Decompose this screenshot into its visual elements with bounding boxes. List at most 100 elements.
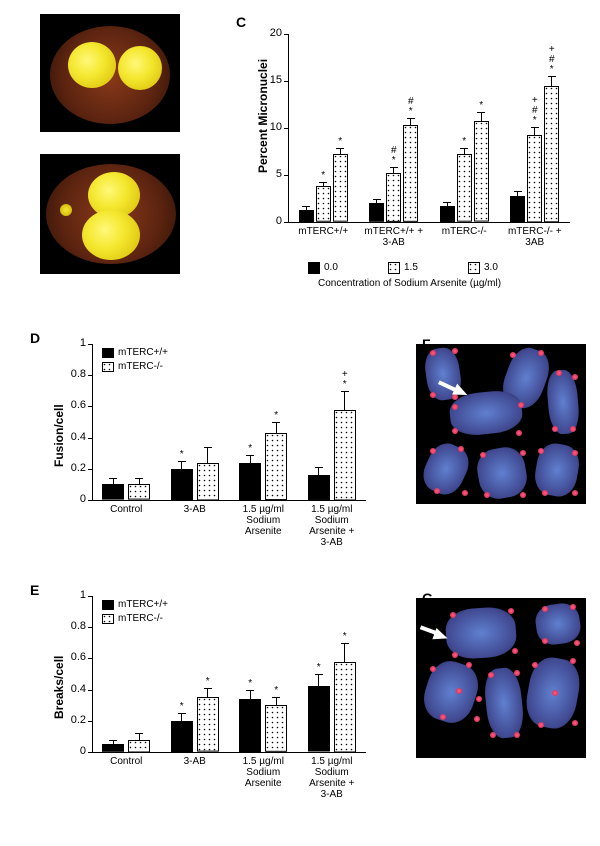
y-tick-label: 0 xyxy=(80,745,86,757)
y-tick-label: 1 xyxy=(80,337,86,349)
significance-symbol: # xyxy=(386,145,401,156)
significance-symbol: * xyxy=(544,64,559,75)
chart-e: 0 0.2 0.4 0.6 0.8 1 Breaks/cell * * * * * * Control3-… xyxy=(46,582,376,812)
panel-label-c: C xyxy=(236,14,246,30)
y-tick-label: 15 xyxy=(270,74,282,86)
x-group-label: mTERC+/+ +3-AB xyxy=(359,226,430,248)
bar xyxy=(333,154,348,222)
y-tick-label: 0 xyxy=(80,493,86,505)
y-tick-label: 1 xyxy=(80,589,86,601)
significance-symbol: # xyxy=(403,96,418,107)
significance-symbol: # xyxy=(544,54,559,65)
bar xyxy=(128,484,150,500)
legend-label: mTERC-/- xyxy=(118,361,163,372)
bar xyxy=(171,469,193,500)
bar xyxy=(308,475,330,500)
panel-f-image xyxy=(416,344,586,504)
y-axis-title: Breaks/cell xyxy=(52,656,66,719)
y-tick-label: 20 xyxy=(270,27,282,39)
x-group-label: mTERC-/- +3AB xyxy=(500,226,571,248)
x-group-label: 1.5 µg/mlSodiumArsenite xyxy=(229,756,298,789)
significance-symbol: * xyxy=(265,685,287,696)
legend-label: 3.0 xyxy=(484,262,498,273)
y-tick-label: 0.6 xyxy=(71,399,86,411)
bar xyxy=(128,740,150,752)
bar xyxy=(102,744,124,752)
bar xyxy=(527,135,542,222)
bar xyxy=(265,705,287,752)
x-group-label: Control xyxy=(92,756,161,767)
bar xyxy=(386,173,401,222)
bar xyxy=(197,697,219,752)
y-tick-label: 0.6 xyxy=(71,651,86,663)
legend-label: mTERC+/+ xyxy=(118,347,168,358)
significance-symbol: * xyxy=(334,379,356,390)
bar xyxy=(265,433,287,500)
y-tick-label: 0.2 xyxy=(71,462,86,474)
significance-symbol: * xyxy=(333,136,348,147)
significance-symbol: + xyxy=(527,95,542,106)
significance-symbol: * xyxy=(239,443,261,454)
significance-symbol: + xyxy=(334,369,356,380)
x-group-label: 3-AB xyxy=(161,756,230,767)
y-tick-label: 5 xyxy=(276,168,282,180)
significance-symbol: * xyxy=(197,676,219,687)
chart-d: 00.20.40.60.81Fusion/cell****+Control3-A… xyxy=(46,330,376,560)
bar xyxy=(316,186,331,222)
bar xyxy=(308,686,330,752)
y-tick-label: 0 xyxy=(276,215,282,227)
y-tick-label: 0.8 xyxy=(71,620,86,632)
legend-label: mTERC-/- xyxy=(118,613,163,624)
significance-symbol: * xyxy=(527,115,542,126)
bar xyxy=(457,154,472,222)
significance-symbol: * xyxy=(308,662,330,673)
y-tick-label: 0.2 xyxy=(71,714,86,726)
significance-symbol: # xyxy=(527,105,542,116)
bar xyxy=(474,121,489,222)
x-group-label: 1.5 µg/mlSodiumArsenite +3-AB xyxy=(298,504,367,548)
x-group-label: mTERC-/- xyxy=(429,226,500,237)
bar xyxy=(102,484,124,500)
significance-symbol: * xyxy=(239,678,261,689)
bar xyxy=(239,699,261,752)
significance-symbol: * xyxy=(386,155,401,166)
panel-g-image xyxy=(416,598,586,758)
bar xyxy=(239,463,261,500)
bar xyxy=(510,196,525,222)
significance-symbol: * xyxy=(457,136,472,147)
panel-label-e: E xyxy=(30,582,39,598)
significance-symbol: * xyxy=(316,170,331,181)
y-axis-title: Percent Micronuclei xyxy=(256,59,270,173)
significance-symbol: * xyxy=(171,701,193,712)
significance-symbol: * xyxy=(474,100,489,111)
y-axis-title: Fusion/cell xyxy=(52,404,66,467)
significance-symbol: + xyxy=(544,44,559,55)
x-group-label: mTERC+/+ xyxy=(288,226,359,237)
bar xyxy=(334,410,356,500)
bar xyxy=(171,721,193,752)
legend-label: 0.0 xyxy=(324,262,338,273)
panel-label-d: D xyxy=(30,330,40,346)
significance-symbol: * xyxy=(171,449,193,460)
bar xyxy=(334,662,356,752)
y-tick-label: 0.4 xyxy=(71,431,86,443)
y-tick-label: 0.4 xyxy=(71,683,86,695)
panel-a-image xyxy=(40,14,180,132)
legend-label: 1.5 xyxy=(404,262,418,273)
legend-title: Concentration of Sodium Arsenite (µg/ml) xyxy=(318,278,501,289)
bar xyxy=(440,206,455,222)
panel-b-image xyxy=(40,154,180,274)
x-group-label: Control xyxy=(92,504,161,515)
bar xyxy=(299,210,314,222)
y-tick-label: 10 xyxy=(270,121,282,133)
bar xyxy=(403,125,418,222)
x-group-label: 1.5 µg/mlSodiumArsenite xyxy=(229,504,298,537)
legend-label: mTERC+/+ xyxy=(118,599,168,610)
x-group-label: 1.5 µg/mlSodiumArsenite +3-AB xyxy=(298,756,367,800)
significance-symbol: * xyxy=(265,410,287,421)
significance-symbol: * xyxy=(334,631,356,642)
y-tick-label: 0.8 xyxy=(71,368,86,380)
x-group-label: 3-AB xyxy=(161,504,230,515)
chart-c: 05101520Percent Micronuclei***#*#***#+*#… xyxy=(250,20,580,290)
bar xyxy=(369,203,384,222)
